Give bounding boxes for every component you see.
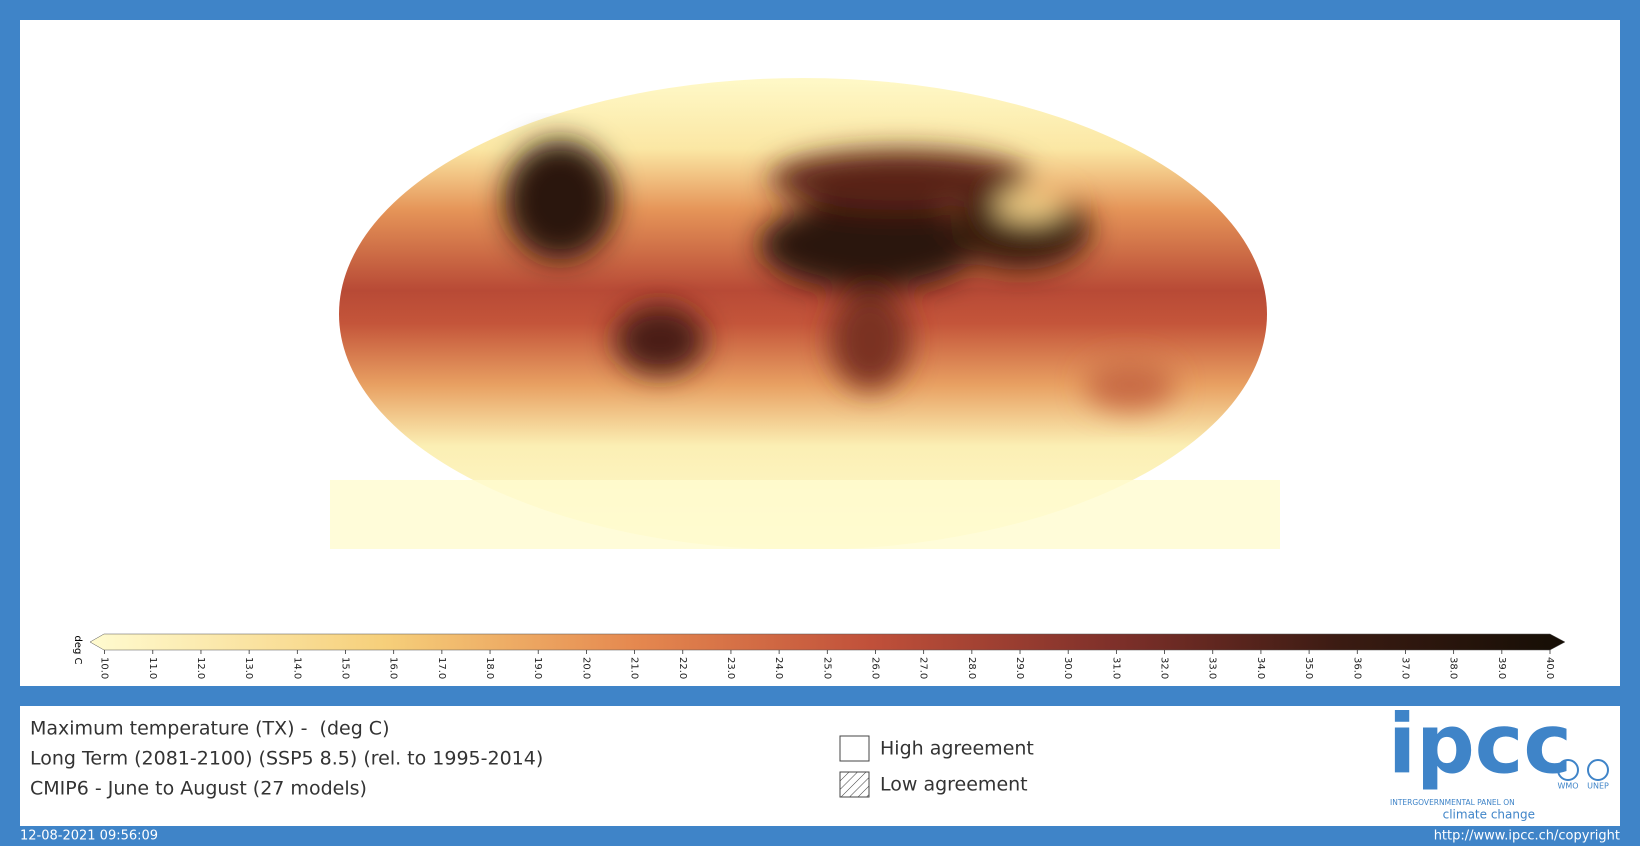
tick-label: 28.0 bbox=[966, 657, 977, 679]
partner-emblem bbox=[1587, 759, 1609, 781]
tick-label: 13.0 bbox=[243, 657, 254, 679]
tick-label: 32.0 bbox=[1159, 657, 1170, 679]
tick-label: 11.0 bbox=[147, 657, 158, 679]
tick-label: 25.0 bbox=[821, 657, 832, 679]
tick-label: 12.0 bbox=[195, 657, 206, 679]
tick-label: 35.0 bbox=[1303, 657, 1314, 679]
legend-label: High agreement bbox=[880, 738, 1034, 760]
description: Long Term (2081-2100) (SSP5 8.5) (rel. t… bbox=[30, 748, 543, 770]
logo-text: climate change bbox=[1443, 808, 1535, 822]
tick-label: 36.0 bbox=[1351, 657, 1362, 679]
partner-emblem bbox=[1557, 759, 1579, 781]
tick-label: 29.0 bbox=[1014, 657, 1025, 679]
legend-label: Low agreement bbox=[880, 774, 1028, 796]
logo-text: INTERGOVERNMENTAL PANEL ON bbox=[1390, 798, 1515, 807]
tick-label: 20.0 bbox=[580, 657, 591, 679]
tick-label: 26.0 bbox=[869, 657, 880, 679]
tick-label: 17.0 bbox=[436, 657, 447, 679]
tick-label: 14.0 bbox=[291, 657, 302, 679]
colorbar-unit: deg C bbox=[72, 635, 83, 664]
tick-label: 34.0 bbox=[1255, 657, 1266, 679]
partner-label: WMO bbox=[1557, 782, 1578, 791]
description: Maximum temperature (TX) - (deg C) bbox=[30, 718, 390, 740]
logo: ipcc bbox=[1388, 697, 1572, 792]
tick-label: 37.0 bbox=[1399, 657, 1410, 679]
info-panel bbox=[20, 706, 1620, 826]
tick-label: 39.0 bbox=[1496, 657, 1507, 679]
tick-label: 22.0 bbox=[677, 657, 688, 679]
colorbar: deg C 10.0 11.0 12.0 13.0 14.0 15.0 16.0 17.0 18… bbox=[72, 633, 1566, 679]
tick-label: 30.0 bbox=[1062, 657, 1073, 679]
copyright-link[interactable]: http://www.ipcc.ch/copyright bbox=[1434, 829, 1620, 844]
tick-label: 38.0 bbox=[1448, 657, 1459, 679]
tick-label: 23.0 bbox=[725, 657, 736, 679]
description: CMIP6 - June to August (27 models) bbox=[30, 778, 367, 800]
tick-label: 16.0 bbox=[388, 657, 399, 679]
tick-label: 31.0 bbox=[1110, 657, 1121, 679]
map bbox=[330, 78, 1280, 549]
tick-label: 24.0 bbox=[773, 657, 784, 679]
tick-label: 27.0 bbox=[918, 657, 929, 679]
partner-label: UNEP bbox=[1587, 782, 1609, 791]
legend-swatch bbox=[839, 771, 870, 798]
tick-label: 40.0 bbox=[1544, 657, 1555, 679]
tick-label: 21.0 bbox=[629, 657, 640, 679]
colorbar-ramp bbox=[89, 633, 1566, 651]
tick-label: 15.0 bbox=[340, 657, 351, 679]
tick-label: 10.0 bbox=[99, 657, 110, 679]
legend-swatch bbox=[839, 735, 870, 762]
tick-label: 19.0 bbox=[532, 657, 543, 679]
tick-label: 18.0 bbox=[484, 657, 495, 679]
tick-label: 33.0 bbox=[1207, 657, 1218, 679]
timestamp: 12-08-2021 09:56:09 bbox=[20, 829, 158, 844]
